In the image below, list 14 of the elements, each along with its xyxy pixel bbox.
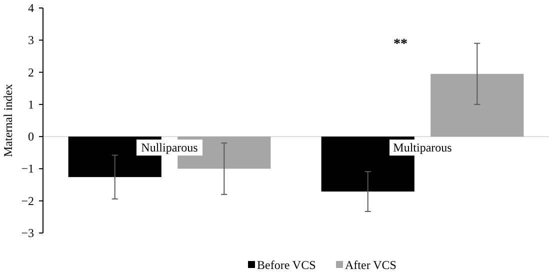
legend-label: Before VCS (257, 258, 316, 272)
y-tick-label: 0 (28, 130, 34, 144)
y-tick-label: −2 (21, 194, 34, 208)
y-tick-label: −1 (21, 162, 34, 176)
x-tick-label: Nulliparous (141, 140, 198, 155)
y-tick-label: −3 (21, 226, 34, 240)
legend-label: After VCS (345, 258, 396, 272)
annotation: ** (394, 37, 408, 52)
x-tick-label: Multiparous (393, 140, 452, 155)
y-tick-label: 4 (28, 1, 34, 15)
y-tick-label: 2 (28, 65, 34, 80)
y-axis-title: Maternal index (1, 84, 15, 157)
y-tick-label: 1 (28, 97, 34, 112)
y-tick-label: 3 (28, 33, 34, 48)
